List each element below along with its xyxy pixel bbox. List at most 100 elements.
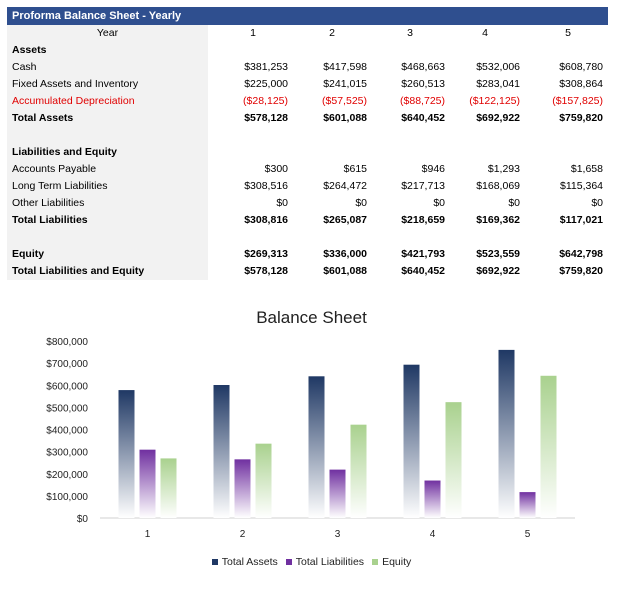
chart-title: Balance Sheet xyxy=(256,308,367,327)
table-row: Total Assets $578,128 $601,088 $640,452 $692… xyxy=(7,110,608,127)
cell-year-5: $1,658 xyxy=(570,163,603,175)
cell-year-2: $336,000 xyxy=(323,248,367,260)
cell-year-1: $225,000 xyxy=(244,78,288,90)
cell-year-3: 3 xyxy=(407,27,413,39)
cell-year-3: $468,663 xyxy=(401,61,445,73)
cell-year-1: $578,128 xyxy=(244,265,288,277)
y-tick-label: $200,000 xyxy=(46,470,88,481)
table-title: Proforma Balance Sheet - Yearly xyxy=(7,7,608,25)
cell-year-2 xyxy=(297,144,367,161)
cell-year-4: $692,922 xyxy=(476,112,520,124)
row-label xyxy=(7,229,208,246)
y-tick-label: $800,000 xyxy=(46,337,88,348)
cell-year-2: $264,472 xyxy=(323,180,367,192)
bar-total-liabilities-1 xyxy=(139,449,156,518)
cell-year-3: $640,452 xyxy=(401,265,445,277)
chart-plot: $0 $100,000 $200,000 $300,000 $400,000 $500,0… xyxy=(46,337,575,540)
table-header-row: Year 1 2 3 4 5 xyxy=(7,25,608,42)
bar-total-assets-2 xyxy=(213,385,230,518)
cell-year-5: ($157,825) xyxy=(552,95,603,107)
cell-year-4: ($122,125) xyxy=(469,95,520,107)
cell-year-1: $308,816 xyxy=(244,214,288,226)
table-row: Assets xyxy=(7,42,608,59)
cell-year-3: ($88,725) xyxy=(400,95,445,107)
cell-year-2 xyxy=(297,127,367,144)
y-tick-label: $400,000 xyxy=(46,426,88,437)
cell-year-4 xyxy=(450,127,520,144)
row-label: Year xyxy=(7,25,208,42)
bar-equity-2 xyxy=(255,443,272,518)
row-label: Total Liabilities xyxy=(7,212,208,229)
bar-equity-3 xyxy=(350,424,367,518)
table-row: Other Liabilities $0 $0 $0 $0 $0 xyxy=(7,195,608,212)
legend-item: Total Assets xyxy=(211,556,278,568)
cell-year-2: $265,087 xyxy=(323,214,367,226)
cell-year-2: $417,598 xyxy=(323,61,367,73)
legend-item: Total Liabilities xyxy=(285,556,365,568)
bar-total-liabilities-5 xyxy=(519,492,536,518)
cell-year-1: $300 xyxy=(264,163,288,175)
cell-year-3: $640,452 xyxy=(401,112,445,124)
row-label: Fixed Assets and Inventory xyxy=(7,76,208,93)
cell-year-5: $117,021 xyxy=(559,214,603,226)
legend-label: Total Liabilities xyxy=(295,556,365,568)
cell-year-5: $0 xyxy=(591,197,603,209)
bar-total-assets-4 xyxy=(403,364,420,518)
cell-year-4: $283,041 xyxy=(476,78,520,90)
bar-equity-1 xyxy=(160,458,177,518)
balance-sheet-table: Proforma Balance Sheet - Yearly Year 1 2 3 4… xyxy=(7,7,608,280)
x-tick-label: 5 xyxy=(525,529,531,540)
legend-label: Equity xyxy=(382,556,412,568)
cell-year-4: $1,293 xyxy=(487,163,520,175)
row-label: Total Liabilities and Equity xyxy=(7,263,208,280)
table-row: Total Liabilities $308,816 $265,087 $218,65… xyxy=(7,212,608,229)
row-label xyxy=(7,127,208,144)
row-label: Other Liabilities xyxy=(7,195,208,212)
table-row: Liabilities and Equity xyxy=(7,144,608,161)
table-row: Accounts Payable $300 $615 $946 $1,293 $1,658 xyxy=(7,161,608,178)
x-tick-label: 1 xyxy=(145,529,151,540)
cell-year-4: $0 xyxy=(508,197,520,209)
cell-year-5 xyxy=(533,42,603,59)
x-tick-label: 4 xyxy=(430,529,436,540)
cell-year-5: $759,820 xyxy=(559,112,603,124)
table-row xyxy=(7,229,608,246)
cell-year-5 xyxy=(533,229,603,246)
cell-year-4: $523,559 xyxy=(476,248,520,260)
cell-year-3 xyxy=(375,42,445,59)
cell-year-3: $421,793 xyxy=(401,248,445,260)
cell-year-3: $218,659 xyxy=(401,214,445,226)
x-tick-label: 2 xyxy=(240,529,246,540)
cell-year-1 xyxy=(218,144,288,161)
row-label: Assets xyxy=(7,42,208,59)
bar-equity-4 xyxy=(445,402,462,518)
cell-year-1 xyxy=(218,42,288,59)
cell-year-2: $601,088 xyxy=(323,112,367,124)
row-label: Total Assets xyxy=(7,110,208,127)
cell-year-4 xyxy=(450,229,520,246)
cell-year-5: $642,798 xyxy=(559,248,603,260)
y-tick-label: $500,000 xyxy=(46,403,88,414)
legend-item: Equity xyxy=(372,556,411,568)
cell-year-5 xyxy=(533,144,603,161)
table-row: Long Term Liabilities $308,516 $264,472 $21… xyxy=(7,178,608,195)
cell-year-5 xyxy=(533,127,603,144)
cell-year-2: $615 xyxy=(343,163,367,175)
row-label: Long Term Liabilities xyxy=(7,178,208,195)
cell-year-1: $308,516 xyxy=(244,180,288,192)
balance-sheet-chart: Balance Sheet $0 $100,000 $200,000 $300,000… xyxy=(0,300,623,594)
cell-year-4: $532,006 xyxy=(476,61,520,73)
cell-year-5: $308,864 xyxy=(559,78,603,90)
table-row: Fixed Assets and Inventory $225,000 $241,0… xyxy=(7,76,608,93)
cell-year-1: $578,128 xyxy=(244,112,288,124)
cell-year-2: $241,015 xyxy=(323,78,367,90)
cell-year-3 xyxy=(375,144,445,161)
table-row: Equity $269,313 $336,000 $421,793 $523,559 $6… xyxy=(7,246,608,263)
cell-year-3 xyxy=(375,229,445,246)
cell-year-4 xyxy=(450,144,520,161)
legend-label: Total Assets xyxy=(221,556,278,568)
cell-year-4: $168,069 xyxy=(476,180,520,192)
cell-year-4: $692,922 xyxy=(476,265,520,277)
y-tick-label: $100,000 xyxy=(46,492,88,503)
cell-year-1 xyxy=(218,229,288,246)
